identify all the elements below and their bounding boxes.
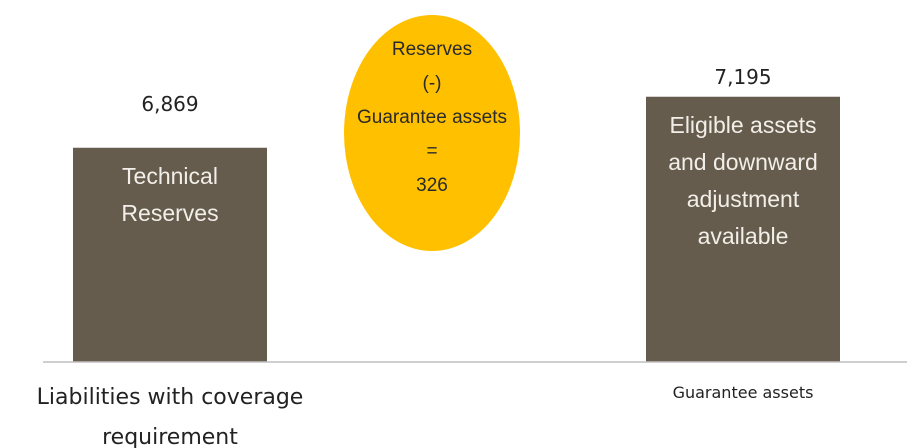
x-tick-label: Liabilities with coverage requirement [36, 385, 304, 448]
annotation-text: Reserves [391, 39, 473, 60]
bar-label: Technical Reserves [121, 162, 219, 226]
annotation-text: Guarantee assets [357, 107, 507, 128]
annotation-text: 326 [416, 175, 448, 196]
bar [73, 147, 267, 362]
annotation-text: = [426, 141, 438, 162]
x-tick-label: Guarantee assets [672, 383, 814, 402]
value-label: 6,869 [141, 91, 199, 116]
bar [646, 96, 840, 363]
bar-label: Eligible assets and downward adjustment … [668, 111, 818, 249]
value-label: 7,195 [714, 64, 772, 89]
annotation-ellipse [344, 15, 520, 251]
annotation-text: (-) [422, 73, 442, 94]
